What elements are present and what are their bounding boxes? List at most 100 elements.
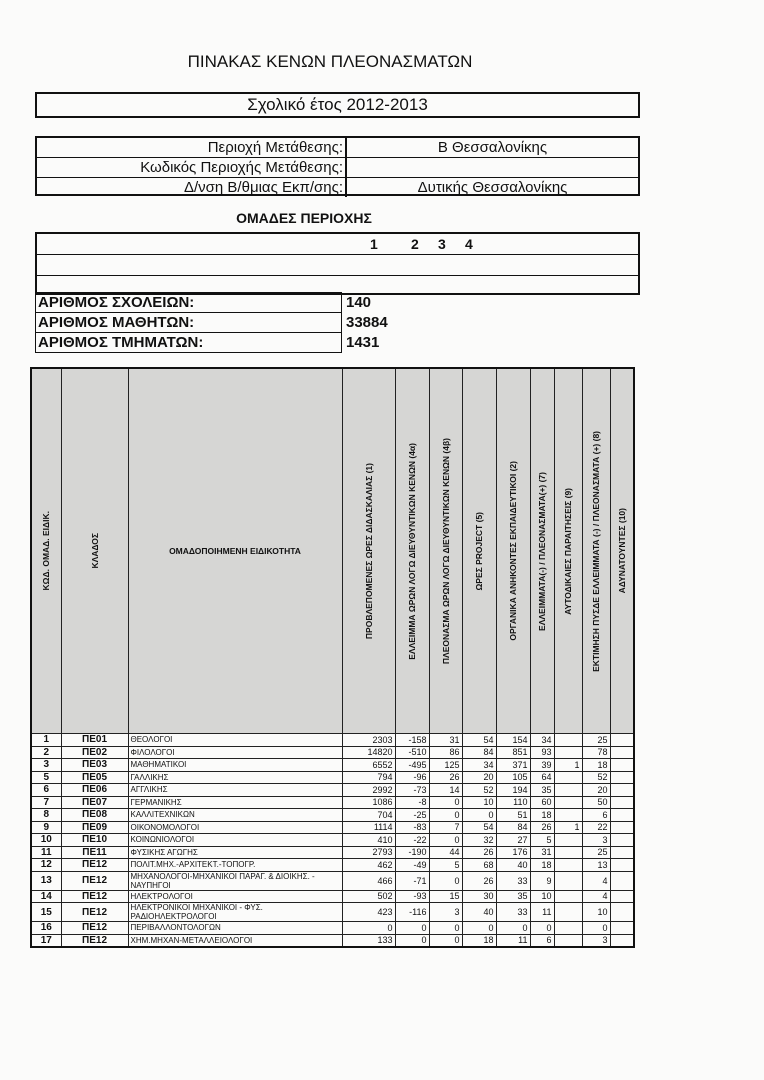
value-cell: 50 bbox=[581, 795, 611, 809]
value-cell: 3 bbox=[581, 833, 611, 847]
value-cell: 0 bbox=[428, 933, 463, 948]
value-cell: 33 bbox=[495, 902, 531, 922]
value-cell: 3 bbox=[581, 933, 611, 948]
branch-cell: ΠΕ09 bbox=[60, 820, 129, 834]
specialty-cell: ΦΙΛΟΛΟΓΟΙ bbox=[127, 745, 343, 759]
value-cell bbox=[609, 845, 635, 859]
value-cell: 794 bbox=[341, 770, 396, 784]
table-row: 1 ΠΕ01 ΘΕΟΛΟΓΟΙ 2303 -158 31 54 154 34 25 bbox=[30, 733, 635, 747]
value-cell: 125 bbox=[428, 758, 463, 772]
column-header: ΠΛΕΟΝΑΣΜΑ ΩΡΩΝ ΛΟΓΩ ΔΙΕΥΘΥΝΤΙΚΩΝ ΚΕΝΩΝ (… bbox=[428, 367, 463, 734]
value-cell: 26 bbox=[461, 870, 497, 891]
value-cell: 25 bbox=[581, 733, 611, 747]
group-number: 3 bbox=[438, 236, 446, 252]
column-header: ΚΛΑΔΟΣ bbox=[60, 367, 129, 734]
value-cell: 26 bbox=[428, 770, 463, 784]
value-cell: 32 bbox=[461, 833, 497, 847]
table-row: 2 ΠΕ02 ΦΙΛΟΛΟΓΟΙ 14820 -510 86 84 851 93 78 bbox=[30, 745, 635, 759]
table-body: 1 ΠΕ01 ΘΕΟΛΟΓΟΙ 2303 -158 31 54 154 34 25 2 ΠΕ02 ΦΙΛ… bbox=[30, 733, 635, 948]
branch-cell: ΠΕ06 bbox=[60, 783, 129, 797]
value-cell: -49 bbox=[394, 858, 430, 872]
table-row: 16 ΠΕ12 ΠΕΡΙΒΑΛΛΟΝΤΟΛΟΓΩΝ 0 0 0 0 0 0 0 bbox=[30, 921, 635, 935]
value-cell bbox=[553, 870, 583, 891]
value-cell: 110 bbox=[495, 795, 531, 809]
column-header-label: ΠΡΟΒΛΕΠΟΜΕΝΕΣ ΩΡΕΣ ΔΙΔΑΣΚΑΛΙΑΣ (1) bbox=[363, 462, 374, 640]
value-cell: 40 bbox=[461, 902, 497, 922]
value-cell: 86 bbox=[428, 745, 463, 759]
value-cell: 6 bbox=[529, 933, 555, 948]
column-header: ΠΡΟΒΛΕΠΟΜΕΝΕΣ ΩΡΕΣ ΔΙΔΑΣΚΑΛΙΑΣ (1) bbox=[341, 367, 396, 734]
value-cell: 34 bbox=[461, 758, 497, 772]
value-cell bbox=[609, 870, 635, 891]
value-cell bbox=[553, 858, 583, 872]
value-cell: -83 bbox=[394, 820, 430, 834]
region-info: Περιοχή Μετάθεσης: Β Θεσσαλονίκης Κωδικός… bbox=[35, 136, 640, 197]
region-code-label: Κωδικός Περιοχής Μετάθεσης: bbox=[37, 158, 347, 177]
group-number: 4 bbox=[465, 236, 473, 252]
branch-cell: ΠΕ05 bbox=[60, 770, 129, 784]
groups-numbers-row: 1 2 3 4 bbox=[37, 234, 638, 255]
code-cell: 13 bbox=[30, 870, 62, 891]
value-cell: 4 bbox=[581, 870, 611, 891]
value-cell: 51 bbox=[495, 808, 531, 822]
value-cell: 176 bbox=[495, 845, 531, 859]
value-cell: 35 bbox=[529, 783, 555, 797]
value-cell bbox=[609, 921, 635, 935]
value-cell: 7 bbox=[428, 820, 463, 834]
code-cell: 8 bbox=[30, 808, 62, 822]
value-cell bbox=[553, 889, 583, 903]
value-cell: 84 bbox=[495, 820, 531, 834]
code-cell: 7 bbox=[30, 795, 62, 809]
branch-cell: ΠΕ01 bbox=[60, 733, 129, 747]
specialty-cell: ΓΑΛΛΙΚΗΣ bbox=[127, 770, 343, 784]
column-header: ΕΛΛΕΙΜΜΑΤΑ(-) / ΠΛΕΟΝΑΣΜΑΤΑ(+) (7) bbox=[529, 367, 555, 734]
value-cell: 0 bbox=[428, 921, 463, 935]
column-header-label: ΩΡΕΣ PROJECT (5) bbox=[474, 511, 484, 591]
value-cell: 0 bbox=[581, 921, 611, 935]
branch-cell: ΠΕ08 bbox=[60, 808, 129, 822]
specialty-cell: ΗΛΕΚΤΡΟΛΟΓΟΙ bbox=[127, 889, 343, 903]
code-cell: 2 bbox=[30, 745, 62, 759]
value-cell bbox=[609, 933, 635, 948]
value-cell: 18 bbox=[581, 758, 611, 772]
value-cell: -93 bbox=[394, 889, 430, 903]
value-cell: 1 bbox=[553, 758, 583, 772]
column-header: ΟΡΓΑΝΙΚΑ ΑΝΗΚΟΝΤΕΣ ΕΚΠΑΙΔΕΥΤΙΚΟΙ (2) bbox=[495, 367, 531, 734]
table-row: 17 ΠΕ12 ΧΗΜ.ΜΗΧΑΝ-ΜΕΤΑΛΛΕΙΟΛΟΓΟΙ 133 0 0 18 11 6… bbox=[30, 933, 635, 948]
value-cell: 54 bbox=[461, 820, 497, 834]
table-header-row: ΚΩΔ. ΟΜΑΔ. ΕΙΔΙΚ. ΚΛΑΔΟΣ ΟΜΑΔΟΠΟΙΗΜΕΝΗ ΕΙΔ… bbox=[30, 367, 635, 734]
table-row: 10 ΠΕ10 ΚΟΙΝΩΝΙΟΛΟΓΟΙ 410 -22 0 32 27 5 3 bbox=[30, 833, 635, 847]
value-cell: 54 bbox=[461, 733, 497, 747]
column-header-label: ΚΩΔ. ΟΜΑΔ. ΕΙΔΙΚ. bbox=[41, 511, 52, 591]
value-cell: 502 bbox=[341, 889, 396, 903]
students-count-value: 33884 bbox=[346, 314, 388, 331]
value-cell: 15 bbox=[428, 889, 463, 903]
value-cell: 39 bbox=[529, 758, 555, 772]
table-row: 11 ΠΕ11 ΦΥΣΙΚΗΣ ΑΓΩΓΗΣ 2793 -190 44 26 176 31 25 bbox=[30, 845, 635, 859]
column-header: ΚΩΔ. ΟΜΑΔ. ΕΙΔΙΚ. bbox=[30, 367, 62, 734]
column-header: ΑΥΤΟΔΙΚΑΙΕΣ ΠΑΡΑΙΤΗΣΕΙΣ (9) bbox=[553, 367, 583, 734]
code-cell: 6 bbox=[30, 783, 62, 797]
value-cell: 30 bbox=[461, 889, 497, 903]
value-cell: 44 bbox=[428, 845, 463, 859]
value-cell: 0 bbox=[428, 870, 463, 891]
counts: ΑΡΙΘΜΟΣ ΣΧΟΛΕΙΩΝ: 140 ΑΡΙΘΜΟΣ ΜΑΘΗΤΩΝ: 338… bbox=[35, 292, 388, 353]
code-cell: 14 bbox=[30, 889, 62, 903]
table-row: 9 ΠΕ09 ΟΙΚΟΝΟΜΟΛΟΓΟΙ 1114 -83 7 54 84 26 1 22 bbox=[30, 820, 635, 834]
value-cell bbox=[553, 770, 583, 784]
value-cell: 704 bbox=[341, 808, 396, 822]
branch-cell: ΠΕ12 bbox=[60, 921, 129, 935]
value-cell: 20 bbox=[581, 783, 611, 797]
document-title: ΠΙΝΑΚΑΣ ΚΕΝΩΝ ΠΛΕΟΝΑΣΜΑΤΩΝ bbox=[187, 52, 473, 71]
value-cell: 93 bbox=[529, 745, 555, 759]
code-cell: 9 bbox=[30, 820, 62, 834]
value-cell: 2793 bbox=[341, 845, 396, 859]
value-cell bbox=[609, 820, 635, 834]
school-year: Σχολικό έτος 2012-2013 bbox=[35, 92, 640, 118]
value-cell: 18 bbox=[529, 858, 555, 872]
value-cell: 20 bbox=[461, 770, 497, 784]
value-cell: 78 bbox=[581, 745, 611, 759]
schools-count-label: ΑΡΙΘΜΟΣ ΣΧΟΛΕΙΩΝ: bbox=[35, 292, 342, 313]
code-cell: 5 bbox=[30, 770, 62, 784]
